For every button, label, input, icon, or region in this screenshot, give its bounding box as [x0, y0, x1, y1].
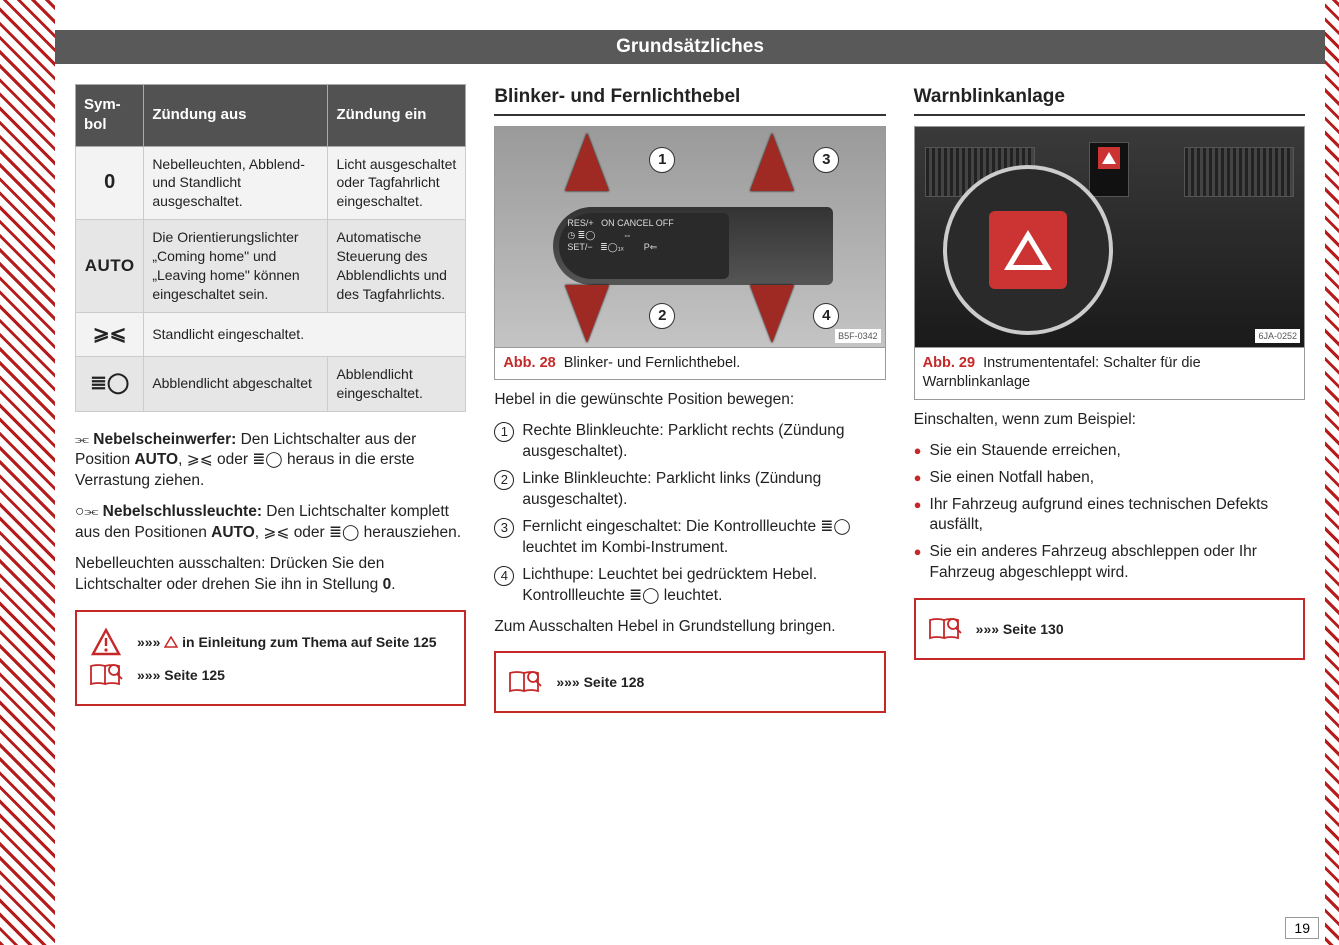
figure-28-image: 1 3 RES/+ ON CANCEL OFF ◷ ≣◯ ⇔SET/− ≣◯₁ₓ…: [495, 127, 884, 347]
row0-off: Nebelleuchten, Abblend- und Standlicht a…: [144, 146, 328, 220]
th-symbol: Sym- bol: [76, 85, 144, 147]
list-item: Sie einen Notfall haben,: [914, 468, 1305, 489]
col2-outro: Zum Ausschalten Hebel in Grundstellung b…: [494, 617, 885, 638]
ref-box-col2: »»» Seite 128: [494, 651, 885, 713]
list-item: Sie ein anderes Fahrzeug abschleppen ode…: [914, 542, 1305, 584]
bubble-4: 4: [813, 303, 839, 329]
row2-sym: ⩾⩽: [76, 312, 144, 356]
center-stack: [1089, 142, 1129, 197]
fog-off-para: Nebelleuchten ausschalten: Drücken Sie d…: [75, 554, 466, 596]
ref-row-book-2: »»» Seite 128: [508, 669, 871, 695]
ref-box-col3: »»» Seite 130: [914, 598, 1305, 660]
arrow-3-up: [750, 133, 794, 191]
page-title: Grundsätzliches: [616, 36, 764, 57]
page-content: Grundsätzliches Sym- bol Zündung aus Zün…: [55, 0, 1325, 945]
list-item: 1Rechte Blinkleuchte: Parklicht rechts (…: [494, 421, 885, 463]
list-item: 2Linke Blinkleuchte: Parklicht links (Zü…: [494, 469, 885, 511]
th-off: Zündung aus: [144, 85, 328, 147]
hazard-button-large: [989, 211, 1067, 289]
row3-on: Abblendlicht eingeschaltet.: [328, 356, 466, 411]
hazard-button-small: [1098, 147, 1120, 169]
fig29-caption: Abb. 29 Instrumententafel: Schalter für …: [915, 347, 1304, 399]
row1-on: Automatische Steuerung des Abblendlichts…: [328, 220, 466, 313]
row3-sym: ≣◯: [76, 356, 144, 411]
fog-rear-icon: ○⫘: [75, 503, 98, 520]
page-title-bar: Grundsätzliches: [55, 30, 1325, 64]
list-item: Ihr Fahrzeug aufgrund eines technischen …: [914, 495, 1305, 537]
col3-intro: Einschalten, wenn zum Beispiel:: [914, 410, 1305, 431]
figure-28: 1 3 RES/+ ON CANCEL OFF ◷ ≣◯ ⇔SET/− ≣◯₁ₓ…: [494, 126, 885, 381]
ref-row-book: »»» Seite 125: [89, 662, 452, 688]
page-number: 19: [1285, 917, 1319, 939]
fog-front-para: ⫘ Nebelscheinwerfer: Den Lichtschalter a…: [75, 430, 466, 493]
col3-title: Warnblinkanlage: [914, 84, 1305, 116]
row0-on: Licht ausgeschaltet oder Tagfahrlicht ei…: [328, 146, 466, 220]
col2-list: 1Rechte Blinkleuchte: Parklicht rechts (…: [494, 421, 885, 606]
figure-29-image: 6JA-0252: [915, 127, 1304, 347]
fig28-code: B5F-0342: [835, 329, 881, 343]
arrow-4-down: [750, 285, 794, 343]
bubble-2: 2: [649, 303, 675, 329]
column-3: Warnblinkanlage: [914, 84, 1305, 713]
row1-sym: AUTO: [85, 256, 135, 275]
light-table: Sym- bol Zündung aus Zündung ein 0 Nebel…: [75, 84, 466, 412]
th-on: Zündung ein: [328, 85, 466, 147]
content-columns: Sym- bol Zündung aus Zündung ein 0 Nebel…: [55, 84, 1325, 713]
list-item: 3Fernlicht eingeschaltet: Die Kontrollle…: [494, 517, 885, 559]
ref-row-book-3: »»» Seite 130: [928, 616, 1291, 642]
lever-graphic: RES/+ ON CANCEL OFF ◷ ≣◯ ⇔SET/− ≣◯₁ₓ P⇐: [553, 207, 833, 285]
ref-box-col1: »»» in Einleitung zum Thema auf Seite 12…: [75, 610, 466, 706]
col2-intro: Hebel in die gewünschte Position bewegen…: [494, 390, 885, 411]
fig28-caption: Abb. 28 Blinker- und Fernlichthebel.: [495, 347, 884, 380]
fog-rear-bold: Nebelschlussleuchte:: [103, 503, 262, 520]
bubble-3: 3: [813, 147, 839, 173]
book-icon: [89, 662, 123, 688]
fig29-code: 6JA-0252: [1255, 329, 1300, 343]
column-2: Blinker- und Fernlichthebel 1 3 RES/+ ON…: [494, 84, 885, 713]
col2-title: Blinker- und Fernlichthebel: [494, 84, 885, 116]
vent-right: [1184, 147, 1294, 197]
list-item: Sie ein Stauende erreichen,: [914, 441, 1305, 462]
col3-bullets: Sie ein Stauende erreichen, Sie einen No…: [914, 441, 1305, 585]
row0-sym: 0: [76, 146, 144, 220]
book-icon: [928, 616, 962, 642]
fog-front-icon: ⫘: [75, 431, 89, 448]
zoom-circle: [943, 165, 1113, 335]
fog-rear-para: ○⫘ Nebelschlussleuchte: Den Lichtschalte…: [75, 502, 466, 544]
arrow-2-down: [565, 285, 609, 343]
row2-span: Standlicht eingeschaltet.: [144, 312, 466, 356]
arrow-1-up: [565, 133, 609, 191]
column-1: Sym- bol Zündung aus Zündung ein 0 Nebel…: [75, 84, 466, 713]
figure-29: 6JA-0252 Abb. 29 Instrumententafel: Scha…: [914, 126, 1305, 400]
book-icon: [508, 669, 542, 695]
list-item: 4Lichthupe: Leuchtet bei gedrücktem Hebe…: [494, 565, 885, 607]
row1-off: Die Orientierungslichter „Coming home" u…: [144, 220, 328, 313]
warning-icon: [89, 628, 123, 656]
row3-off: Abblendlicht abgeschaltet: [144, 356, 328, 411]
fog-front-bold: Nebelscheinwerfer:: [93, 431, 236, 448]
ref-row-warning: »»» in Einleitung zum Thema auf Seite 12…: [89, 628, 452, 656]
bubble-1: 1: [649, 147, 675, 173]
